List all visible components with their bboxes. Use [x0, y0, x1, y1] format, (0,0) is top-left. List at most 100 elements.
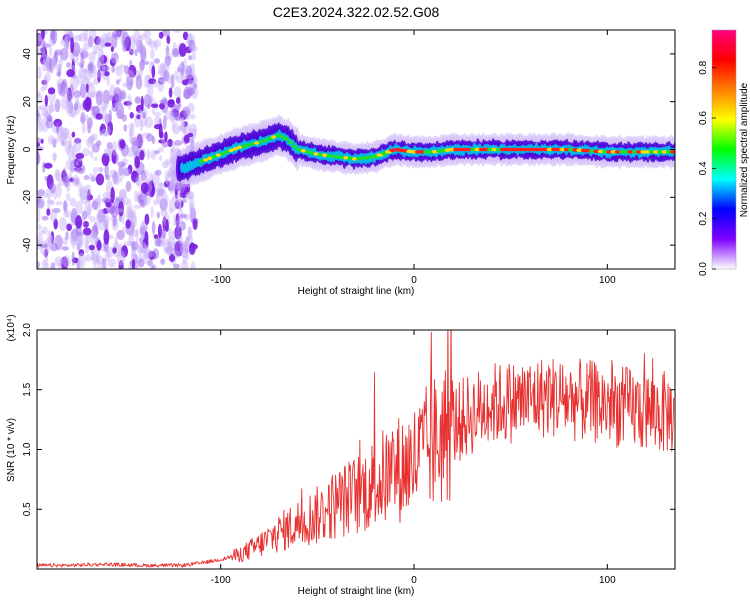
spectrogram-noise-cell: [110, 216, 114, 221]
spectrogram-noise-cell: [65, 61, 71, 68]
spectrogram-noise-cell: [119, 139, 126, 150]
spectrogram-peak-cell: [326, 153, 332, 158]
spectrogram-noise-cell: [80, 111, 86, 124]
spectrogram-peak-cell: [364, 155, 370, 160]
spectrogram-noise-cell: [41, 79, 48, 85]
spectrogram-noise-cell: [86, 121, 92, 134]
spectrogram-noise-cell: [112, 171, 119, 184]
spectrogram-noise-cell: [166, 241, 176, 247]
spectrogram-noise-cell: [41, 59, 49, 72]
spectrogram-noise-cell: [158, 77, 165, 85]
spectrogram-noise-cell: [91, 250, 95, 261]
spectrogram-noise-cell: [50, 200, 55, 206]
spectrogram-noise-cell: [117, 161, 126, 167]
colorbar-frame: [711, 29, 737, 270]
spectrogram-noise-cell: [135, 228, 139, 243]
spectrogram-noise-cell: [181, 106, 191, 117]
spectrogram-noise-cell: [164, 109, 170, 121]
spectrogram-noise-cell: [185, 191, 194, 199]
spectrogram-noise-cell: [144, 116, 154, 129]
spectrogram-peak-cell: [292, 144, 298, 149]
spectrogram-noise-cell: [150, 149, 157, 160]
spectrogram-noise-cell: [37, 93, 43, 104]
spectrogram-noise-cell: [63, 211, 69, 218]
spectrogram-noise-cell: [173, 30, 181, 34]
spectrogram-noise-cell: [166, 75, 173, 84]
spectrogram-noise-cell: [65, 33, 70, 49]
spectrogram-noise-cell: [79, 47, 87, 56]
spectrogram-noise-cell: [185, 65, 192, 79]
spectrogram-noise-cell: [142, 112, 147, 119]
colorbar-tick-label: 0.4: [698, 161, 709, 175]
spectrogram-noise-cell: [120, 245, 129, 258]
spectrogram-noise-cell: [137, 110, 145, 116]
spectrogram-noise-cell: [47, 87, 56, 95]
spectrogram-noise-cell: [152, 80, 158, 88]
spectrogram-noise-cell: [190, 261, 196, 269]
spectrogram-noise-cell: [104, 162, 109, 179]
snr-plot-area: [37, 330, 675, 569]
spectrogram-noise-cell: [127, 146, 135, 158]
spectrogram-noise-cell: [37, 149, 40, 165]
spectrogram-noise-cell: [52, 152, 58, 161]
spectrogram-noise-cell: [137, 46, 147, 52]
spectrogram-noise-cell: [112, 215, 117, 227]
spectrogram-noise-cell: [37, 66, 42, 80]
spectrogram-noise-cell: [75, 153, 85, 159]
spectrogram-noise-cell: [175, 227, 181, 240]
spectrogram-noise-cell: [164, 55, 172, 67]
spectrogram-noise-cell: [37, 233, 44, 248]
spectrogram-noise-cell: [158, 131, 164, 139]
spectrogram-noise-cell: [107, 121, 114, 136]
spectrogram-peak-cell: [215, 153, 221, 157]
spectrogram-noise-cell: [81, 148, 91, 157]
spectrogram-noise-cell: [188, 242, 196, 256]
spectrogram-x-tick-label: 100: [599, 275, 616, 286]
spectrogram-noise-cell: [91, 253, 99, 265]
spectrogram-noise-cell: [112, 247, 117, 254]
spectrogram-noise-cell: [69, 84, 74, 100]
spectrogram-noise-cell: [115, 65, 120, 71]
spectrogram-noise-cell: [143, 60, 150, 65]
spectrogram-noise-cell: [80, 185, 88, 201]
spectrogram-noise-cell: [101, 105, 107, 122]
spectrogram-peak-cell: [237, 145, 243, 150]
snr-x-tick-label: 100: [599, 575, 616, 586]
spectrogram-noise-cell: [58, 58, 64, 68]
spectrogram-noise-cell: [157, 223, 162, 239]
spectrogram-noise-cell: [41, 107, 48, 118]
spectrogram-noise-cell: [154, 58, 160, 64]
spectrogram-noise-cell: [60, 127, 69, 140]
snr-y-label: SNR (10 * v/v): [6, 418, 17, 482]
spectrogram-noise-cell: [81, 122, 86, 134]
spectrogram-noise-cell: [135, 175, 143, 187]
spectrogram-noise-cell: [89, 150, 94, 159]
spectrogram-noise-cell: [185, 105, 190, 115]
spectrogram-noise-cell: [55, 171, 60, 181]
spectrogram-noise-cell: [165, 158, 170, 166]
spectrogram-noise-cell: [95, 113, 104, 120]
spectrogram-noise-cell: [108, 109, 113, 125]
spectrogram-noise-cell: [63, 176, 70, 188]
snr-y-ticks: 0.5 1.0 1.5 2.0: [22, 323, 675, 516]
spectrogram-noise-cell: [185, 235, 190, 246]
spectrogram-noise-cell: [131, 140, 140, 156]
spectrogram-noise-cell: [115, 67, 124, 77]
spectrogram-noise-cell: [176, 195, 182, 208]
spectrogram-noise-cell: [103, 229, 110, 245]
spectrogram-noise-cell: [98, 39, 107, 47]
spectrogram-noise-cell: [182, 31, 189, 41]
spectrogram-noise-cell: [83, 30, 89, 42]
spectrogram-noise-cell: [92, 44, 99, 54]
spectrogram-noise-cell: [165, 219, 169, 232]
spectrogram-noise-cell: [162, 194, 169, 206]
spectrogram-noise-cell: [116, 250, 126, 266]
spectrogram-noise-cell: [193, 127, 197, 140]
spectrogram-noise-cell: [140, 114, 148, 127]
spectrogram-noise-cell: [77, 252, 86, 269]
spectrogram-noise-cell: [45, 118, 54, 129]
spectrogram-noise-cell: [43, 162, 53, 169]
spectrogram-noise-cell: [97, 69, 101, 83]
spectrogram-noise-cell: [151, 108, 155, 115]
spectrogram-noise-cell: [82, 227, 92, 236]
